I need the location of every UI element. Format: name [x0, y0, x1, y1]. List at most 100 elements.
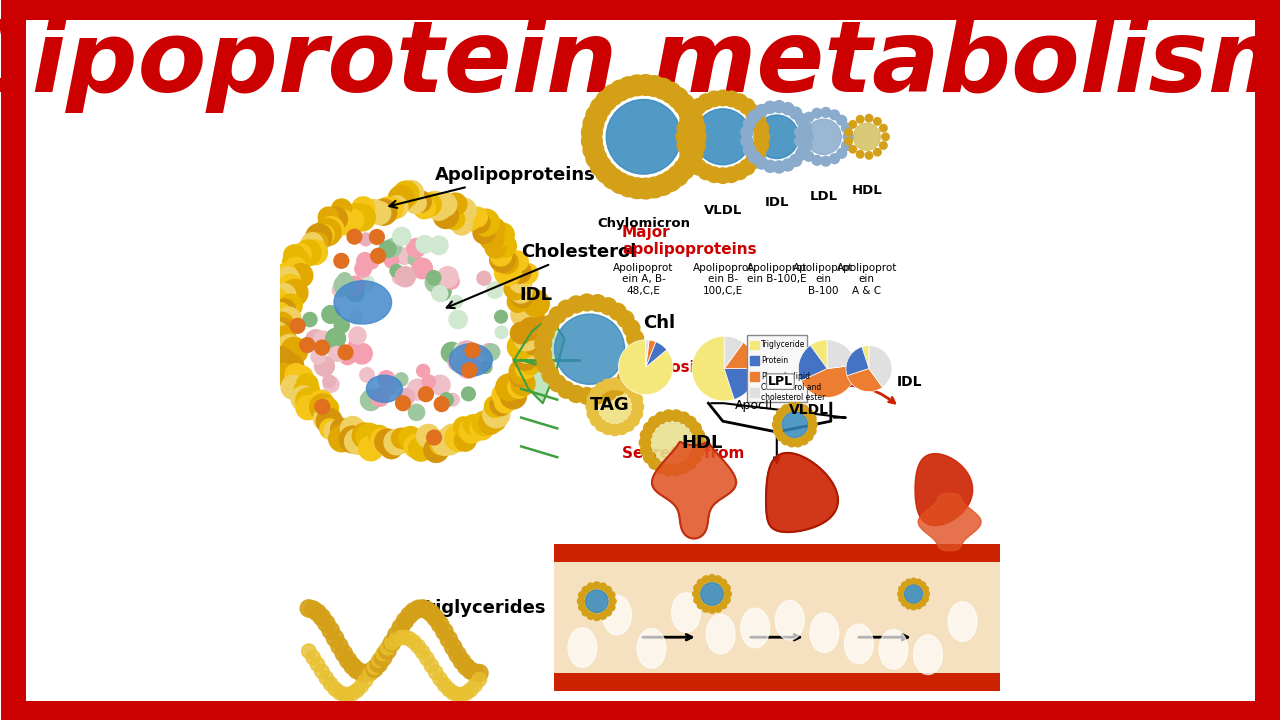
Circle shape	[901, 582, 908, 588]
Circle shape	[379, 642, 397, 660]
Circle shape	[582, 587, 589, 593]
Circle shape	[429, 665, 443, 680]
Circle shape	[467, 207, 488, 227]
Circle shape	[782, 159, 794, 171]
Circle shape	[599, 391, 631, 423]
Circle shape	[616, 379, 627, 391]
Circle shape	[393, 181, 419, 207]
Circle shape	[879, 142, 887, 149]
Circle shape	[449, 310, 467, 328]
Circle shape	[462, 363, 476, 377]
Circle shape	[604, 587, 612, 593]
Circle shape	[396, 428, 416, 449]
Circle shape	[483, 401, 509, 428]
Circle shape	[435, 623, 453, 640]
Circle shape	[755, 157, 768, 169]
Ellipse shape	[568, 628, 596, 667]
Circle shape	[854, 123, 881, 150]
Circle shape	[328, 342, 347, 361]
Circle shape	[326, 333, 340, 347]
Wedge shape	[827, 340, 856, 369]
Text: IDL: IDL	[897, 374, 923, 389]
Circle shape	[460, 210, 480, 231]
Circle shape	[485, 218, 504, 238]
Circle shape	[315, 356, 334, 376]
Circle shape	[329, 426, 355, 451]
Circle shape	[618, 176, 639, 197]
Bar	[750, 388, 759, 397]
Text: Phospholipid: Phospholipid	[760, 372, 810, 381]
Circle shape	[458, 658, 475, 675]
Circle shape	[524, 333, 545, 355]
Circle shape	[915, 579, 922, 585]
Circle shape	[305, 601, 321, 618]
Ellipse shape	[637, 629, 666, 668]
Text: VLDL: VLDL	[704, 204, 742, 217]
Circle shape	[308, 233, 328, 253]
Circle shape	[796, 148, 808, 160]
Circle shape	[495, 251, 518, 274]
Circle shape	[618, 77, 639, 98]
Circle shape	[471, 665, 488, 682]
Circle shape	[425, 273, 445, 292]
Circle shape	[444, 639, 462, 656]
Text: IDL: IDL	[520, 287, 552, 305]
Circle shape	[882, 133, 890, 140]
Circle shape	[300, 338, 315, 353]
Circle shape	[595, 91, 617, 112]
Circle shape	[319, 671, 334, 685]
Circle shape	[923, 596, 928, 602]
Circle shape	[685, 416, 696, 428]
Circle shape	[431, 616, 449, 633]
Circle shape	[470, 417, 493, 440]
Circle shape	[411, 639, 425, 654]
Circle shape	[390, 264, 403, 277]
Circle shape	[603, 85, 623, 106]
Circle shape	[837, 115, 846, 125]
Circle shape	[477, 271, 490, 285]
Circle shape	[442, 342, 462, 363]
Circle shape	[296, 395, 320, 420]
Circle shape	[440, 631, 457, 648]
Circle shape	[266, 346, 293, 373]
Circle shape	[360, 368, 374, 382]
Circle shape	[678, 462, 690, 474]
Circle shape	[541, 366, 559, 383]
Circle shape	[516, 313, 538, 335]
Wedge shape	[646, 340, 655, 367]
Circle shape	[371, 248, 385, 264]
Circle shape	[849, 121, 856, 128]
Circle shape	[723, 585, 730, 591]
Circle shape	[549, 375, 566, 392]
Circle shape	[333, 685, 347, 700]
Polygon shape	[765, 453, 838, 532]
Circle shape	[388, 626, 404, 644]
Circle shape	[492, 383, 516, 407]
Circle shape	[494, 310, 507, 323]
Circle shape	[349, 327, 366, 344]
Circle shape	[392, 269, 408, 285]
Circle shape	[407, 238, 426, 257]
Circle shape	[808, 427, 817, 436]
Circle shape	[416, 424, 440, 448]
Circle shape	[480, 343, 498, 361]
Circle shape	[585, 590, 608, 613]
Circle shape	[588, 394, 599, 405]
Circle shape	[695, 109, 751, 165]
Circle shape	[829, 110, 840, 120]
Circle shape	[663, 464, 675, 476]
Text: Major
apolipoproteins: Major apolipoproteins	[622, 225, 756, 258]
Ellipse shape	[603, 595, 631, 635]
Circle shape	[419, 601, 435, 618]
Circle shape	[325, 328, 346, 348]
Circle shape	[794, 438, 803, 447]
Circle shape	[339, 652, 357, 669]
Circle shape	[334, 318, 349, 333]
Circle shape	[393, 228, 411, 246]
Circle shape	[348, 204, 375, 231]
Circle shape	[714, 576, 722, 583]
Circle shape	[273, 364, 296, 385]
Circle shape	[732, 164, 748, 179]
Circle shape	[371, 428, 396, 453]
Circle shape	[622, 420, 634, 431]
